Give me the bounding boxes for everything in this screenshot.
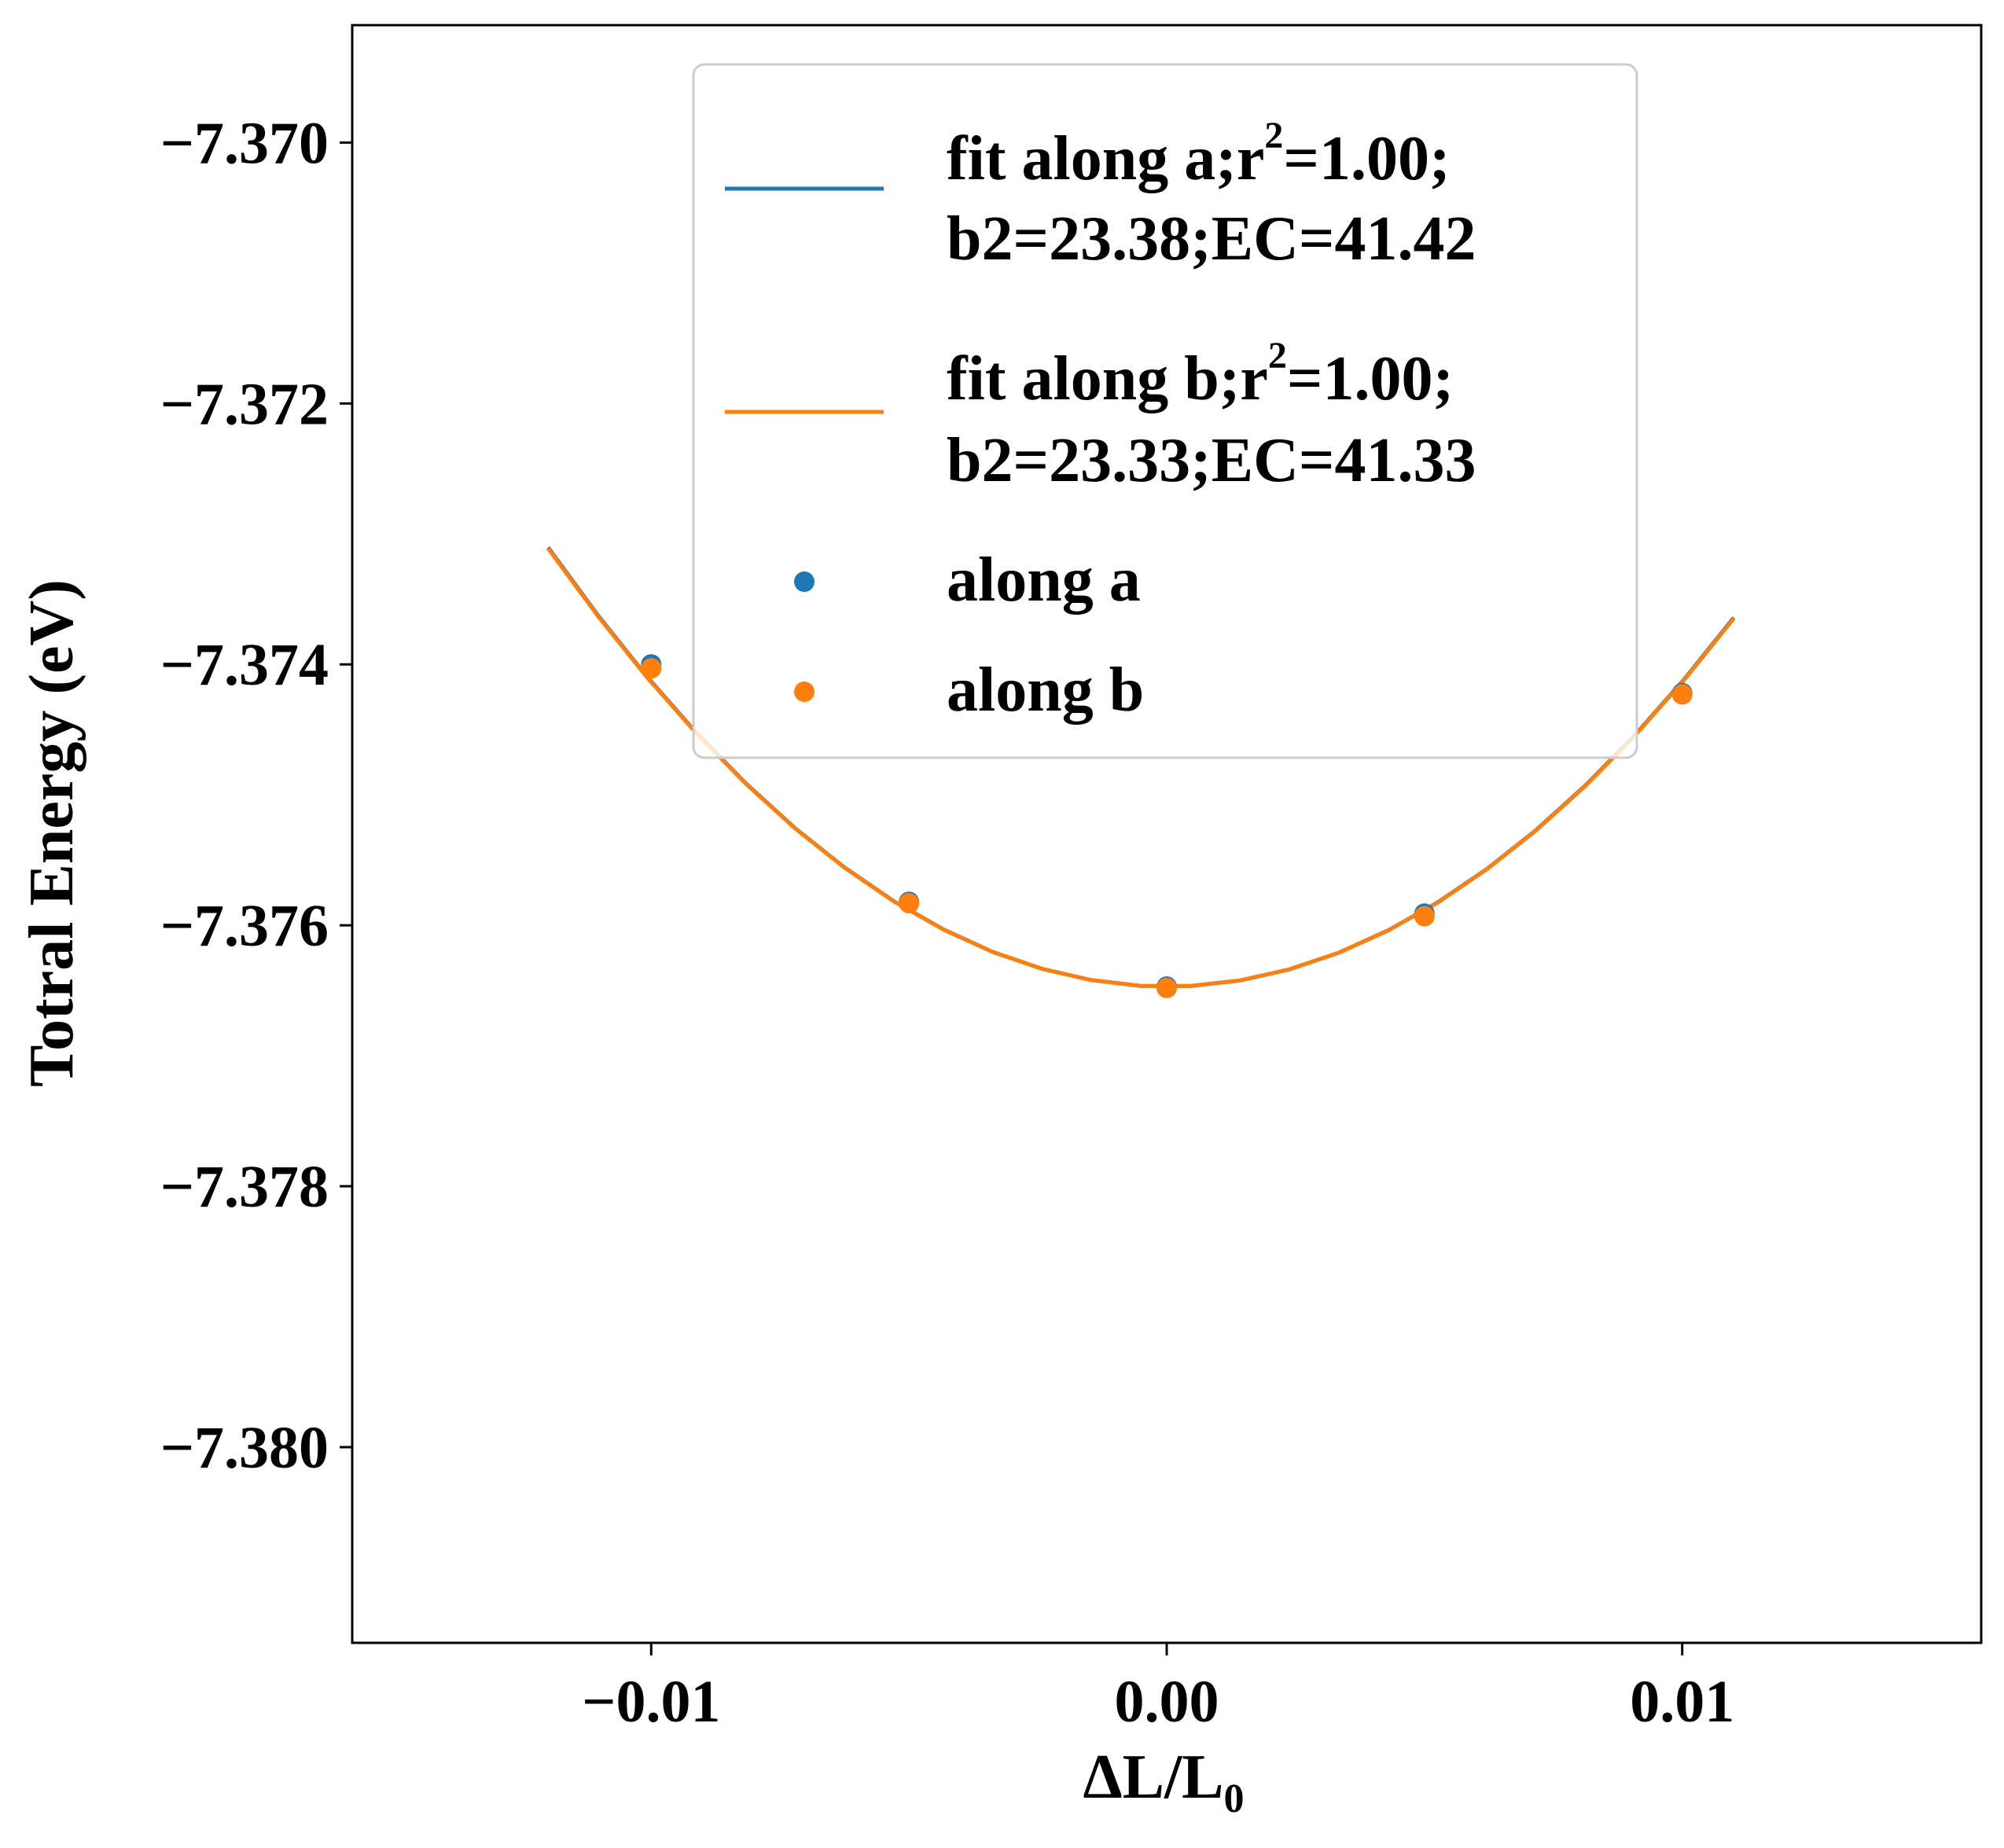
x-tick-label: 0.01 <box>1630 1669 1734 1735</box>
legend-marker-along-b <box>794 682 814 702</box>
point-along-b <box>1156 977 1177 998</box>
legend: fit along a;r2=1.00; b2=23.38;EC=41.42 f… <box>692 63 1638 759</box>
x-tick-label: −0.01 <box>582 1669 720 1735</box>
point-along-b <box>1671 684 1693 705</box>
y-tick-label: −7.374 <box>160 632 329 698</box>
legend-box <box>692 63 1638 759</box>
y-tick-label: −7.372 <box>160 371 329 437</box>
y-tick-label: −7.376 <box>160 893 329 959</box>
legend-label-fit-b-line2: b2=23.33;EC=41.33 <box>947 426 1476 495</box>
x-axis-label: ΔL/L0 <box>1083 1743 1244 1821</box>
y-axis-ticks: −7.370 −7.372 −7.374 −7.376 −7.378 −7.380 <box>160 110 352 1481</box>
fit-lines <box>546 546 1736 988</box>
legend-label-fit-a-line2: b2=23.38;EC=41.42 <box>947 204 1476 274</box>
legend-label-fit-b-line1: fit along b;r2=1.00; <box>947 335 1454 413</box>
legend-label-along-a: along a <box>947 546 1141 615</box>
y-axis-label: Totral Energy (eV) <box>17 579 86 1087</box>
legend-label-fit-a-line1: fit along a;r2=1.00; <box>947 115 1451 193</box>
y-tick-label: −7.370 <box>160 110 329 176</box>
y-tick-label: −7.380 <box>160 1415 329 1481</box>
point-along-b <box>641 658 662 679</box>
y-tick-label: −7.378 <box>160 1154 329 1220</box>
point-along-b <box>899 892 920 913</box>
fit-line-along-b <box>546 547 1736 988</box>
legend-label-along-b: along b <box>947 656 1144 725</box>
x-tick-label: 0.00 <box>1115 1669 1219 1735</box>
data-points <box>641 654 1693 998</box>
point-along-b <box>1414 906 1435 927</box>
legend-marker-along-a <box>794 571 814 592</box>
x-axis-ticks: −0.01 0.00 0.01 <box>582 1643 1734 1735</box>
